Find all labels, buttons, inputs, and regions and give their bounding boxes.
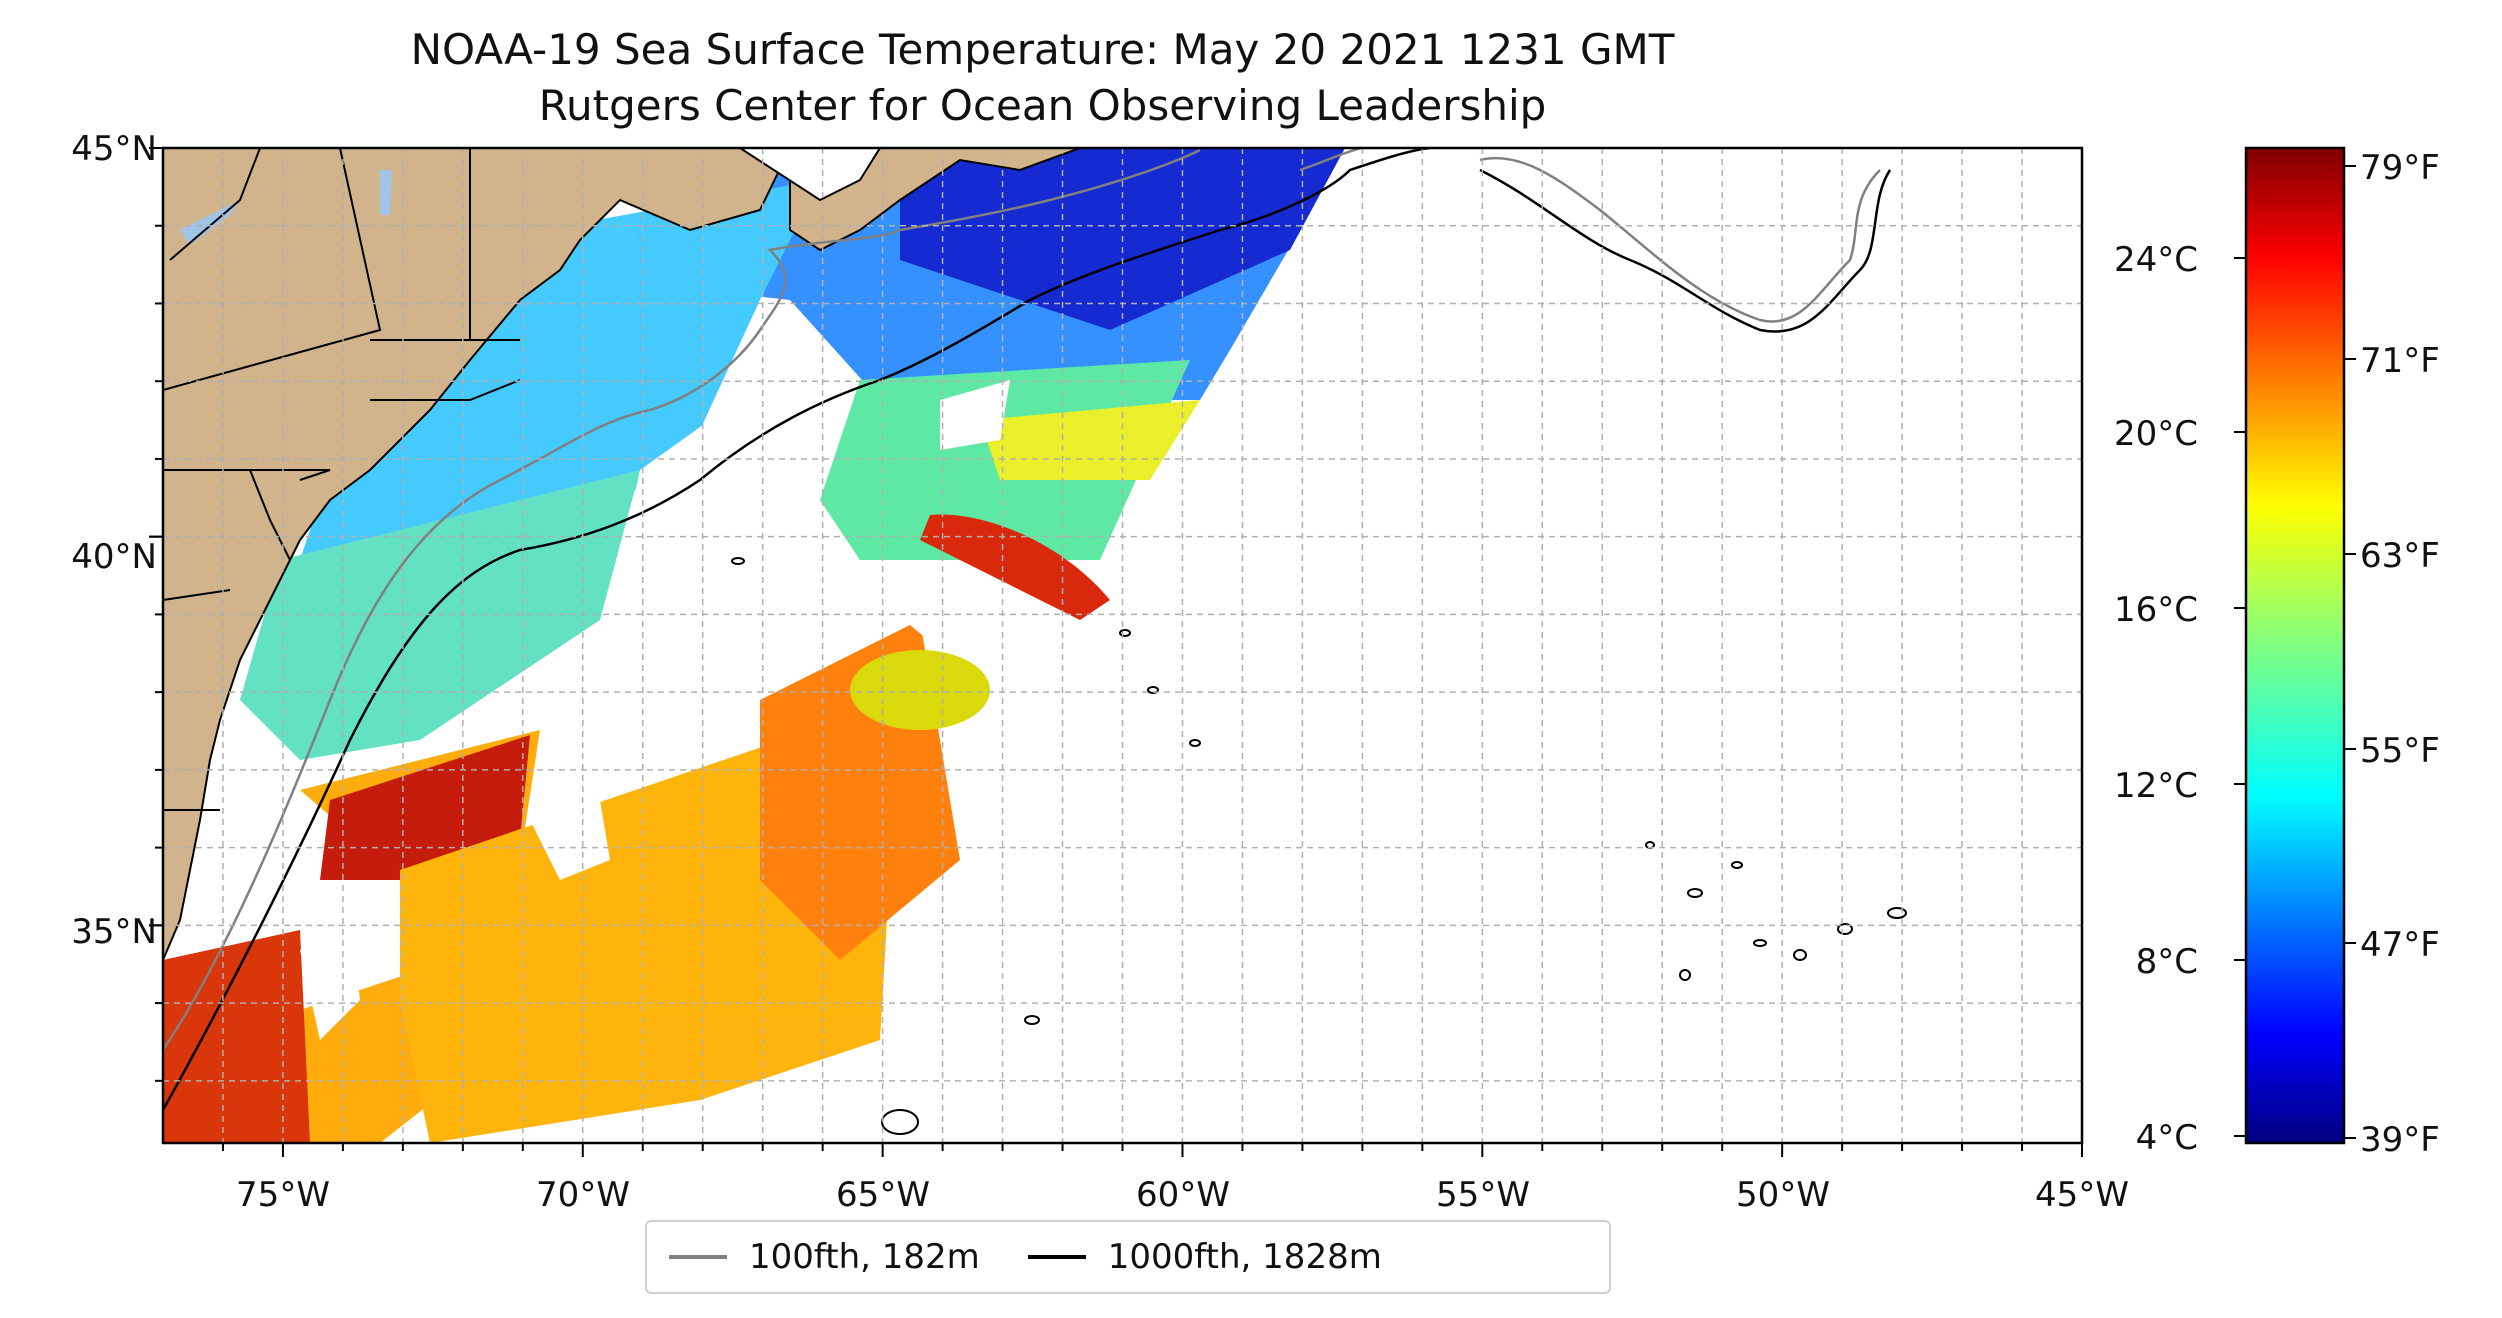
legend-label-1000fth: 1000fth, 1828m — [1107, 1237, 1382, 1277]
legend: 100fth, 182m 1000fth, 1828m — [645, 1220, 1611, 1294]
map-ticks — [149, 147, 2083, 1157]
bay-of-fundy — [738, 148, 882, 202]
legend-label-100fth: 100fth, 182m — [749, 1237, 980, 1277]
cb-label-47f: 47°F — [2360, 925, 2440, 965]
legend-item-100fth: 100fth, 182m — [669, 1237, 980, 1277]
cb-label-24c: 24°C — [2113, 240, 2198, 280]
cb-label-71f: 71°F — [2360, 341, 2440, 381]
cb-label-63f: 63°F — [2360, 536, 2440, 576]
legend-swatch-1000fth — [1027, 1255, 1086, 1259]
map-title: NOAA-19 Sea Surface Temperature: May 20 … — [410, 25, 1675, 74]
lat-label-40n: 40°N — [71, 537, 157, 577]
cloud-gap-ring — [880, 560, 1000, 650]
lon-label-70w: 70°W — [536, 1175, 630, 1215]
lake-1 — [180, 200, 240, 245]
cloud-gap-stream — [530, 800, 610, 880]
land-mass — [163, 148, 792, 961]
cloud-gap-slope — [940, 380, 1010, 450]
sst-swath — [163, 148, 1345, 1143]
cb-label-79f: 79°F — [2360, 148, 2440, 188]
cb-label-20c: 20°C — [2113, 414, 2198, 454]
lon-label-45w: 45°W — [2035, 1175, 2129, 1215]
cloud-gap-south — [300, 920, 360, 1040]
cb-label-16c: 16°C — [2113, 590, 2198, 630]
colorbar-ticks — [2234, 165, 2356, 1139]
cb-label-39f: 39°F — [2360, 1120, 2440, 1160]
lon-label-50w: 50°W — [1736, 1175, 1830, 1215]
lon-label-60w: 60°W — [1136, 1175, 1230, 1215]
lon-label-75w: 75°W — [236, 1175, 330, 1215]
cb-label-8c: 8°C — [2135, 942, 2198, 982]
gridlines — [163, 148, 2082, 1143]
legend-swatch-100fth — [669, 1255, 727, 1259]
sst-patch-eddy-ring — [850, 650, 990, 730]
cb-label-4c: 4°C — [2135, 1118, 2198, 1158]
islands — [731, 557, 1907, 1135]
sst-patch-warm-core — [980, 400, 1200, 480]
lat-label-45n: 45°N — [71, 129, 157, 169]
lake-2 — [380, 170, 392, 215]
contour-1000fth — [163, 148, 1892, 1111]
colorbar — [2244, 146, 2346, 1145]
cb-label-55f: 55°F — [2360, 731, 2440, 771]
cb-label-12c: 12°C — [2113, 766, 2198, 806]
contour-100fth — [163, 148, 1881, 1051]
lon-label-55w: 55°W — [1436, 1175, 1530, 1215]
cloud-gap-shelf — [620, 370, 840, 560]
map-subtitle: Rutgers Center for Ocean Observing Leade… — [538, 81, 1547, 130]
legend-item-1000fth: 1000fth, 1828m — [1027, 1237, 1382, 1277]
state-borders — [163, 148, 521, 811]
lat-label-35n: 35°N — [71, 912, 157, 952]
lon-label-65w: 65°W — [836, 1175, 930, 1215]
sst-patch-southern-warm — [163, 930, 310, 1143]
no-data-region — [870, 148, 2082, 1143]
